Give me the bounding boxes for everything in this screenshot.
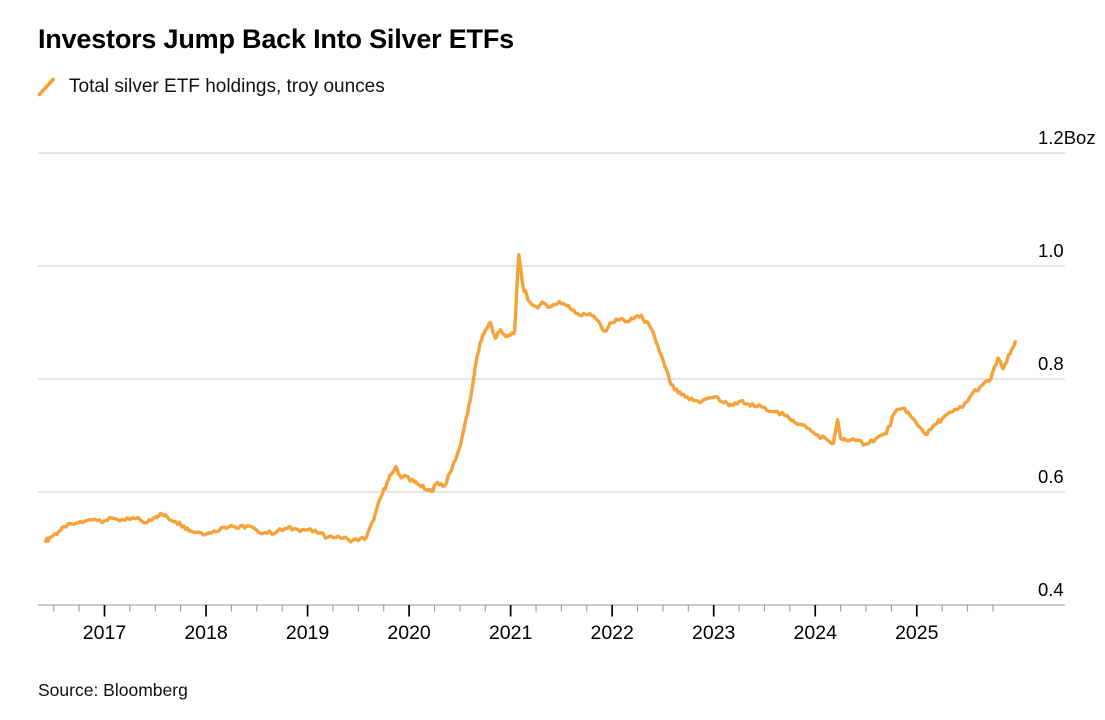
legend-label: Total silver ETF holdings, troy ounces [69, 76, 385, 97]
source-note: Source: Bloomberg [38, 680, 188, 700]
legend-line-marker-icon [37, 77, 55, 97]
x-tick-label: 2019 [286, 622, 329, 644]
y-tick-label: 0.6 [1038, 466, 1064, 487]
x-tick-label: 2017 [83, 622, 126, 644]
y-tick-label: 1.2Boz [1038, 127, 1096, 148]
y-tick-label: 0.4 [1038, 579, 1064, 600]
x-tick-label: 2021 [489, 622, 532, 644]
x-tick-label: 2023 [692, 622, 735, 644]
x-tick-label: 2025 [895, 622, 939, 644]
x-tick-label: 2020 [387, 622, 431, 644]
page-title: Investors Jump Back Into Silver ETFs [38, 24, 514, 54]
x-tick-label: 2024 [794, 622, 838, 644]
x-tick-label: 2018 [184, 622, 227, 644]
legend: Total silver ETF holdings, troy ounces [37, 76, 385, 98]
x-tick-label: 2022 [590, 622, 633, 644]
y-tick-label: 1.0 [1038, 240, 1064, 261]
y-tick-label: 0.8 [1038, 353, 1064, 374]
series-line [43, 253, 1017, 544]
